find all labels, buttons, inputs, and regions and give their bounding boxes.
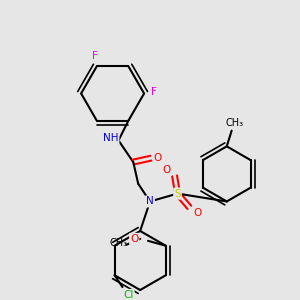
Text: O: O — [154, 153, 162, 163]
Text: CH₃: CH₃ — [226, 118, 244, 128]
Text: CH₃: CH₃ — [110, 238, 128, 248]
Text: O: O — [193, 208, 201, 218]
Text: NH: NH — [103, 134, 118, 143]
Text: Cl: Cl — [123, 290, 134, 300]
Text: F: F — [151, 86, 157, 97]
Text: N: N — [146, 196, 154, 206]
Text: O: O — [163, 165, 171, 175]
Text: O: O — [130, 234, 138, 244]
Text: F: F — [92, 51, 98, 62]
Text: S: S — [174, 189, 181, 199]
